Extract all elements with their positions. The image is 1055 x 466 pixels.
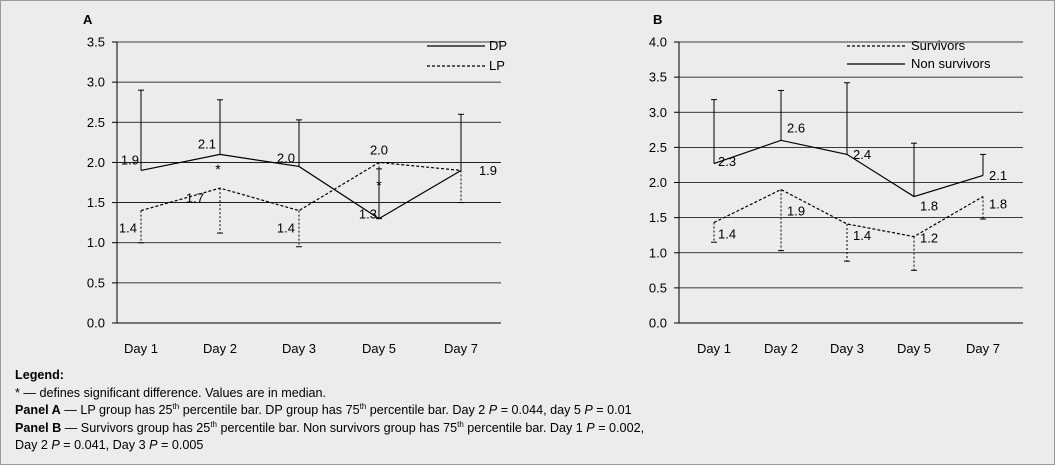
x-tick-label: Day 5 bbox=[897, 341, 931, 356]
legend-line-significance: * — defines significant difference. Valu… bbox=[15, 385, 1035, 403]
series-line-non-survivors bbox=[713, 139, 984, 198]
panel-b-label: Panel B bbox=[15, 420, 62, 435]
p-symbol: P bbox=[586, 420, 595, 435]
panel-b-text: = 0.041, Day 3 bbox=[59, 438, 150, 452]
y-tick-label: 0.0 bbox=[87, 316, 105, 331]
y-tick-label: 1.5 bbox=[649, 210, 667, 225]
data-label: 1.4 bbox=[718, 227, 736, 242]
y-tick-label: 3.0 bbox=[649, 105, 667, 120]
panel-b-text: — Survivors group has 25 bbox=[61, 420, 211, 435]
x-tick-label: Day 5 bbox=[362, 341, 396, 356]
legend-label: Survivors bbox=[911, 38, 966, 53]
panel-b-text: Day 2 bbox=[15, 438, 52, 452]
data-label: 1.4 bbox=[119, 221, 137, 236]
y-tick-label: 0.5 bbox=[649, 280, 667, 295]
panel-a-text: percentile bar. DP group has 75 bbox=[179, 403, 360, 417]
y-tick-label: 2.0 bbox=[87, 155, 105, 170]
y-tick-label: 0.0 bbox=[649, 316, 667, 331]
data-label: 2.4 bbox=[853, 147, 871, 162]
y-tick-label: 2.5 bbox=[649, 140, 667, 155]
panel-a-text: = 0.01 bbox=[592, 403, 632, 417]
data-label: 1.9 bbox=[479, 163, 497, 178]
data-label: 1.8 bbox=[920, 199, 938, 214]
y-tick-label: 1.5 bbox=[87, 195, 105, 210]
data-label: 1.9 bbox=[787, 204, 805, 219]
panel-b-text: percentile bar. Non survivors group has … bbox=[216, 420, 458, 435]
panel-b-text: = 0.005 bbox=[157, 438, 204, 452]
data-label: 2.1 bbox=[198, 136, 216, 151]
legend-heading: Legend: bbox=[15, 368, 64, 382]
data-label: 2.0 bbox=[277, 150, 295, 165]
legend-label: Non survivors bbox=[911, 56, 991, 71]
p-symbol: P bbox=[51, 438, 60, 452]
data-label: 1.2 bbox=[920, 231, 938, 246]
significance-star: * bbox=[215, 161, 221, 177]
significance-note: * — defines significant difference. Valu… bbox=[15, 385, 327, 400]
data-label: 1.7 bbox=[186, 191, 204, 206]
y-tick-label: 2.0 bbox=[649, 175, 667, 190]
panel-a-text: — LP group has 25 bbox=[60, 403, 173, 417]
y-tick-label: 0.5 bbox=[87, 275, 105, 290]
panel-a-text: = 0.044, day 5 bbox=[497, 403, 585, 417]
panel-b-letter: B bbox=[653, 12, 662, 27]
p-symbol: P bbox=[149, 438, 158, 452]
panel-a-sup: th bbox=[359, 402, 367, 411]
panel-b-sup: th bbox=[210, 419, 217, 429]
p-symbol: P bbox=[584, 403, 593, 417]
data-label: 2.6 bbox=[787, 120, 805, 135]
significance-star: * bbox=[376, 177, 382, 193]
x-tick-label: Day 3 bbox=[282, 341, 316, 356]
data-label: 1.3 bbox=[359, 207, 377, 222]
data-label: 2.0 bbox=[370, 142, 388, 157]
x-tick-label: Day 3 bbox=[830, 341, 864, 356]
panel-a-letter: A bbox=[83, 12, 93, 27]
data-label: 1.4 bbox=[853, 228, 871, 243]
panel-a-text: percentile bar. Day 2 bbox=[366, 403, 489, 417]
x-tick-label: Day 2 bbox=[764, 341, 798, 356]
legend-label: DP bbox=[489, 38, 507, 53]
y-tick-label: 3.5 bbox=[649, 70, 667, 85]
data-label: 2.3 bbox=[718, 154, 736, 169]
data-label: 1.9 bbox=[121, 152, 139, 167]
figure-legend: Legend: * — defines significant differen… bbox=[15, 367, 1035, 455]
data-label: 2.1 bbox=[989, 168, 1007, 183]
series-line-survivors bbox=[713, 188, 984, 238]
series-line-lp bbox=[140, 161, 462, 212]
y-tick-label: 3.5 bbox=[87, 35, 105, 50]
x-tick-label: Day 1 bbox=[697, 341, 731, 356]
x-tick-label: Day 7 bbox=[444, 341, 478, 356]
y-tick-label: 4.0 bbox=[649, 35, 667, 50]
data-label: 1.4 bbox=[277, 221, 295, 236]
panel-b-text: = 0.002, bbox=[594, 420, 645, 435]
y-tick-label: 1.0 bbox=[649, 245, 667, 260]
x-tick-label: Day 7 bbox=[966, 341, 1000, 356]
y-tick-label: 3.0 bbox=[87, 75, 105, 90]
y-tick-label: 2.5 bbox=[87, 115, 105, 130]
panel-a-sup: th bbox=[172, 402, 180, 411]
x-tick-label: Day 1 bbox=[124, 341, 158, 356]
panel-a-label: Panel A bbox=[15, 403, 61, 417]
data-label: 1.8 bbox=[989, 197, 1007, 212]
legend-line-panel-b-cont: Day 2 P = 0.041, Day 3 P = 0.005 bbox=[15, 437, 1035, 455]
y-tick-label: 1.0 bbox=[87, 235, 105, 250]
panel-b-sup: th bbox=[457, 419, 464, 429]
panel-b-text: percentile bar. Day 1 bbox=[463, 420, 587, 435]
legend-label: LP bbox=[489, 58, 505, 73]
p-symbol: P bbox=[488, 403, 498, 417]
legend-line-panel-b: Panel B — Survivors group has 25th perce… bbox=[15, 420, 1035, 438]
x-tick-label: Day 2 bbox=[203, 341, 237, 356]
legend-line-panel-a: Panel A — LP group has 25th percentile b… bbox=[15, 402, 1035, 420]
